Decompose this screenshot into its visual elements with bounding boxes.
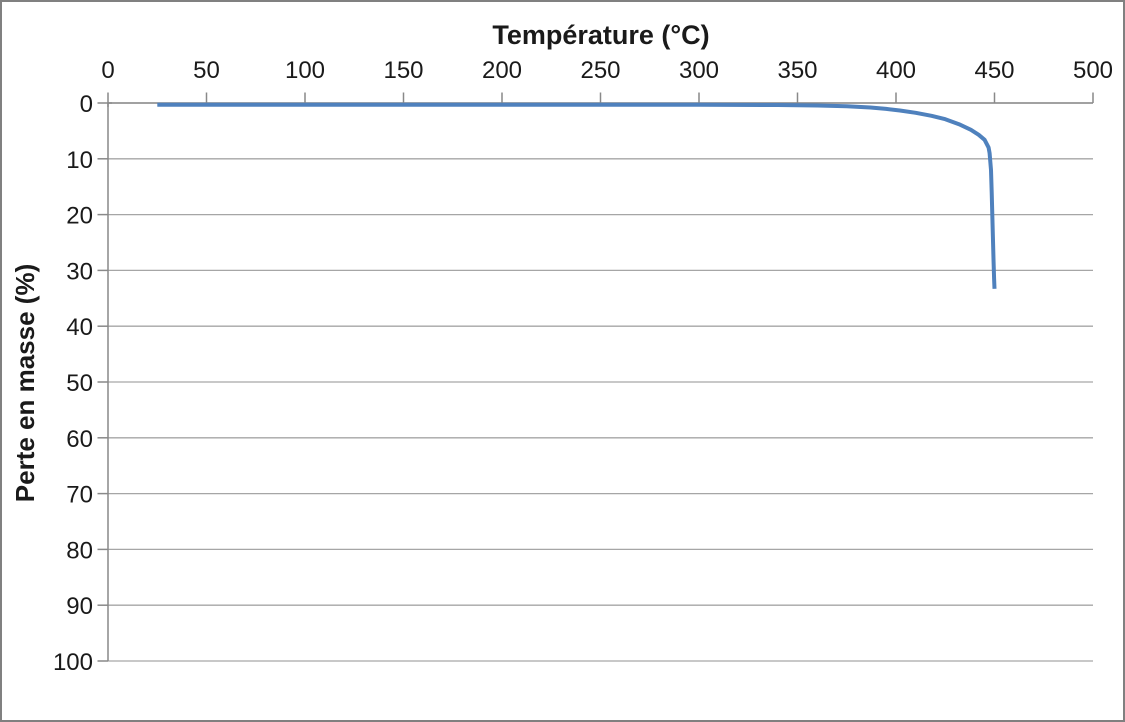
x-tick-label: 250 xyxy=(580,57,620,84)
tick-labels: 0 50 100 150 200 250 300 350 400 450 500 0 10 20 30 40 5… xyxy=(53,57,1113,676)
x-tick-label: 100 xyxy=(285,57,325,84)
x-tick-label: 200 xyxy=(482,57,522,84)
chart-title: Température (°C) xyxy=(492,20,709,50)
y-tick-label: 0 xyxy=(80,91,93,118)
y-tick-label: 60 xyxy=(66,426,93,453)
x-tick-label: 300 xyxy=(679,57,719,84)
x-tick-label: 50 xyxy=(193,57,220,84)
y-tick-label: 20 xyxy=(66,203,93,230)
y-tick-label: 30 xyxy=(66,258,93,285)
y-axis-title: Perte en masse (%) xyxy=(10,264,40,502)
y-tick-label: 100 xyxy=(53,649,93,676)
x-tick-label: 150 xyxy=(383,57,423,84)
x-tick-label: 450 xyxy=(974,57,1014,84)
x-tick-label: 500 xyxy=(1073,57,1113,84)
gridlines xyxy=(108,102,1093,662)
x-tick-label: 400 xyxy=(876,57,916,84)
tick-marks xyxy=(97,92,1094,662)
x-tick-label: 350 xyxy=(777,57,817,84)
y-tick-label: 80 xyxy=(66,537,93,564)
y-tick-label: 50 xyxy=(66,370,93,397)
y-tick-label: 10 xyxy=(66,147,93,174)
y-tick-label: 90 xyxy=(66,593,93,620)
series-line-perte-en-masse xyxy=(157,102,997,289)
x-tick-label: 0 xyxy=(101,57,114,84)
y-tick-label: 70 xyxy=(66,482,93,509)
y-tick-label: 40 xyxy=(66,314,93,341)
